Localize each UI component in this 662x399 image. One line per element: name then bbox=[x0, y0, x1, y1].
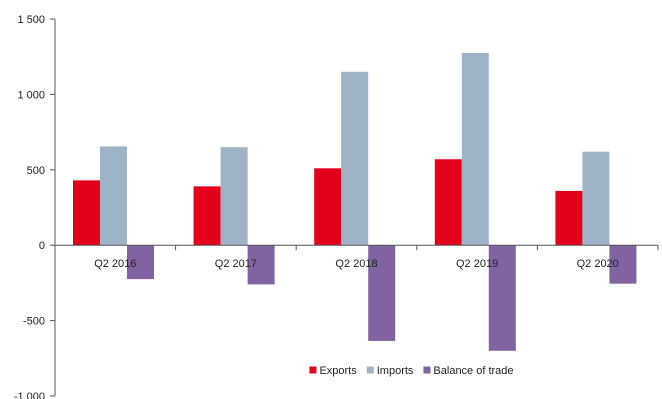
y-tick-label: 500 bbox=[27, 165, 45, 177]
bar-imports-q2-2017 bbox=[220, 147, 248, 246]
bar-exports-q2-2016 bbox=[73, 180, 100, 246]
legend-label: Balance of trade bbox=[433, 365, 513, 377]
bars bbox=[73, 52, 637, 351]
bar-imports-q2-2016 bbox=[100, 146, 127, 246]
bar-exports-q2-2019 bbox=[434, 159, 462, 246]
bar-balance-of-trade-q2-2017 bbox=[247, 245, 275, 285]
bar-exports-q2-2017 bbox=[193, 186, 221, 246]
x-tick-label: Q2 2018 bbox=[335, 258, 377, 270]
legend-label: Exports bbox=[319, 365, 357, 377]
bar-exports-q2-2020 bbox=[555, 190, 583, 246]
x-tick-label: Q2 2020 bbox=[577, 258, 619, 270]
y-tick-label: -500 bbox=[23, 316, 45, 328]
bar-balance-of-trade-q2-2020 bbox=[609, 245, 637, 284]
legend-swatch bbox=[309, 366, 317, 374]
legend-label: Imports bbox=[377, 365, 414, 377]
bar-imports-q2-2020 bbox=[582, 151, 610, 246]
bar-balance-of-trade-q2-2016 bbox=[127, 245, 154, 280]
bar-imports-q2-2019 bbox=[461, 52, 489, 246]
legend: Exports Imports Balance of trade bbox=[309, 365, 514, 377]
x-tick-label: Q2 2017 bbox=[215, 258, 257, 270]
y-tick-label: 0 bbox=[39, 240, 45, 252]
x-tick-label: Q2 2016 bbox=[94, 258, 136, 270]
x-tick-label: Q2 2019 bbox=[456, 258, 498, 270]
bar-balance-of-trade-q2-2018 bbox=[368, 245, 396, 341]
y-tick-label: 1 000 bbox=[17, 89, 45, 101]
legend-swatch bbox=[366, 366, 374, 374]
legend-swatch bbox=[423, 366, 431, 374]
bar-imports-q2-2018 bbox=[341, 71, 369, 246]
bar-exports-q2-2018 bbox=[314, 168, 342, 246]
y-tick-label: -1 000 bbox=[14, 391, 45, 399]
x-axis: Q2 2016 Q2 2017 Q2 2018 Q2 2019 Q2 2020 bbox=[54, 244, 659, 270]
y-axis: -1 000 -500 0 500 1 000 1 500 bbox=[14, 14, 56, 399]
bar-balance-of-trade-q2-2019 bbox=[488, 245, 516, 351]
y-tick-label: 1 500 bbox=[17, 14, 45, 26]
